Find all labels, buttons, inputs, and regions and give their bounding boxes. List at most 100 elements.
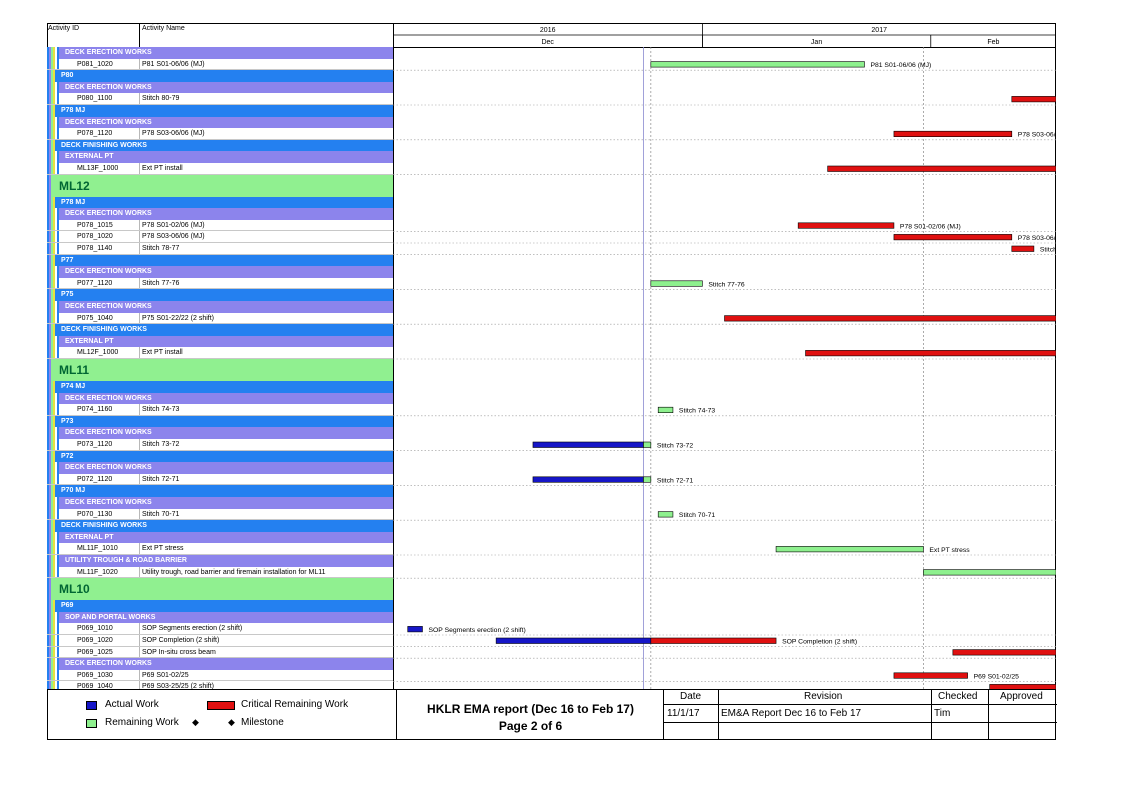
group-header[interactable]: DECK FINISHING WORKS xyxy=(47,324,393,336)
work-group-header[interactable]: DECK ERECTION WORKS xyxy=(47,116,393,129)
gantt-bar-remaining[interactable] xyxy=(650,61,865,68)
work-group-header[interactable]: DECK ERECTION WORKS xyxy=(47,497,393,509)
activity-row[interactable]: P081_1020 P81 S01-06/06 (MJ) xyxy=(47,58,393,71)
work-group-header[interactable]: EXTERNAL PT xyxy=(47,151,393,163)
outline-level-stripe xyxy=(53,600,55,612)
activity-row[interactable]: P078_1140 Stitch 78-77 xyxy=(47,243,393,255)
gantt-bar-critical[interactable] xyxy=(1011,245,1035,252)
gantt-bar-remaining[interactable] xyxy=(657,406,674,414)
work-group-header[interactable]: DECK ERECTION WORKS xyxy=(47,301,393,313)
gantt-bar-remaining[interactable] xyxy=(643,476,652,483)
gantt-bar-label: Stitch 70-71 xyxy=(679,512,715,519)
gantt-bar-remaining[interactable] xyxy=(643,441,652,448)
group-header[interactable]: DECK FINISHING WORKS xyxy=(47,139,393,152)
work-group-header[interactable]: SOP AND PORTAL WORKS xyxy=(47,611,393,624)
outline-level-stripe xyxy=(49,681,51,689)
work-group-header[interactable]: DECK ERECTION WORKS xyxy=(47,47,393,59)
gantt-bar-critical[interactable] xyxy=(893,130,1013,137)
group-header[interactable]: P78 MJ xyxy=(47,196,393,209)
outline-level-stripe xyxy=(47,312,49,324)
group-header[interactable]: P70 MJ xyxy=(47,485,393,497)
gantt-bar-actual[interactable] xyxy=(532,476,644,483)
group-header-label: DECK ERECTION WORKS xyxy=(59,462,393,474)
activity-row[interactable]: ML13F_1000 Ext PT install xyxy=(47,163,393,175)
gantt-bar-critical[interactable] xyxy=(989,684,1056,689)
outline-level-stripe xyxy=(57,81,59,94)
outline-level-stripe xyxy=(47,611,49,624)
activity-row[interactable]: ML11F_1020 Utility trough, road barrier a… xyxy=(47,566,393,579)
group-header[interactable]: DECK FINISHING WORKS xyxy=(47,520,393,532)
group-header[interactable]: P77 xyxy=(47,254,393,267)
work-group-header[interactable]: DECK ERECTION WORKS xyxy=(47,658,393,670)
activity-row[interactable]: P072_1120 Stitch 72-71 xyxy=(47,473,393,486)
work-group-header[interactable]: EXTERNAL PT xyxy=(47,335,393,348)
work-group-header[interactable]: UTILITY TROUGH & ROAD BARRIER xyxy=(47,555,393,567)
gantt-bar-remaining[interactable] xyxy=(657,511,674,518)
outline-level-stripe xyxy=(57,439,59,450)
gantt-bar-critical[interactable] xyxy=(952,649,1056,656)
gantt-bar-critical[interactable] xyxy=(827,165,1056,172)
work-group-header[interactable]: DECK ERECTION WORKS xyxy=(47,208,393,220)
activity-row[interactable]: P075_1040 P75 S01-22/22 (2 shift) xyxy=(47,312,393,325)
activity-row[interactable]: P078_1120 P78 S03-06/06 (MJ) xyxy=(47,128,393,140)
outline-level-stripe xyxy=(49,555,51,567)
activity-row[interactable]: P069_1020 SOP Completion (2 shift) xyxy=(47,635,393,647)
gantt-bar-critical[interactable] xyxy=(893,234,1013,241)
activity-row[interactable]: P078_1020 P78 S03-06/06 (MJ) xyxy=(47,231,393,243)
section-header[interactable]: ML12 xyxy=(47,174,393,197)
activity-row[interactable]: P074_1160 Stitch 74-73 xyxy=(47,404,393,416)
work-group-header[interactable]: DECK ERECTION WORKS xyxy=(47,266,393,278)
section-header[interactable]: ML10 xyxy=(47,578,393,601)
group-header[interactable]: P69 xyxy=(47,600,393,612)
activity-row[interactable]: P078_1015 P78 S01-02/06 (MJ) xyxy=(47,219,393,232)
outline-level-stripe xyxy=(55,347,57,358)
gantt-bar-critical[interactable] xyxy=(797,222,895,229)
activity-id: P070_1130 xyxy=(77,510,113,518)
gantt-bar-critical[interactable] xyxy=(724,315,1057,322)
group-header[interactable]: P75 xyxy=(47,289,393,301)
activity-row[interactable]: P069_1025 SOP In-situ cross beam xyxy=(47,646,393,659)
outline-level-stripe xyxy=(53,277,55,289)
gantt-bar-critical[interactable] xyxy=(1011,96,1056,103)
outline-level-stripe xyxy=(57,219,59,231)
outline-level-stripe xyxy=(53,450,55,463)
column-header-activity-name[interactable]: Activity Name xyxy=(142,25,185,32)
group-header[interactable]: P72 xyxy=(47,450,393,463)
work-group-header[interactable]: DECK ERECTION WORKS xyxy=(47,81,393,94)
activity-row[interactable]: P069_1040 P69 S03-25/25 (2 shift) xyxy=(47,681,393,689)
gantt-bar-actual[interactable] xyxy=(495,637,652,644)
column-header-activity-id[interactable]: Activity ID xyxy=(48,25,80,32)
gantt-bar-remaining[interactable] xyxy=(650,280,703,287)
activity-id: ML12F_1000 xyxy=(77,349,119,357)
gantt-bar-actual[interactable] xyxy=(407,626,423,633)
gantt-bar-actual[interactable] xyxy=(532,441,644,448)
activity-row[interactable]: P069_1010 SOP Segments erection (2 shift) xyxy=(47,623,393,635)
activity-row[interactable]: ML12F_1000 Ext PT install xyxy=(47,347,393,359)
group-header[interactable]: P80 xyxy=(47,70,393,82)
gantt-bar-remaining[interactable] xyxy=(923,569,1056,576)
activity-row[interactable]: P070_1130 Stitch 70-71 xyxy=(47,508,393,521)
work-group-header[interactable]: EXTERNAL PT xyxy=(47,531,393,544)
work-group-header[interactable]: DECK ERECTION WORKS xyxy=(47,392,393,405)
activity-row[interactable]: P073_1120 Stitch 73-72 xyxy=(47,439,393,451)
gantt-bar-critical[interactable] xyxy=(893,672,968,679)
outline-level-stripe xyxy=(51,81,53,94)
group-header[interactable]: P74 MJ xyxy=(47,381,393,393)
gantt-bar-critical[interactable] xyxy=(805,350,1056,357)
activity-row[interactable]: P077_1120 Stitch 77-76 xyxy=(47,277,393,290)
work-group-header[interactable]: DECK ERECTION WORKS xyxy=(47,462,393,474)
group-header[interactable]: P78 MJ xyxy=(47,105,393,117)
work-group-header[interactable]: DECK ERECTION WORKS xyxy=(47,427,393,439)
outline-level-stripe xyxy=(53,301,55,313)
gantt-bar-critical[interactable] xyxy=(650,637,777,644)
group-header-label: DECK FINISHING WORKS xyxy=(55,324,393,336)
section-header[interactable]: ML11 xyxy=(47,359,393,381)
group-header[interactable]: P73 xyxy=(47,415,393,428)
activity-row[interactable]: P069_1030 P69 S01-02/25 xyxy=(47,669,393,682)
outline-level-stripe xyxy=(49,439,51,450)
activity-row[interactable]: ML11F_1010 Ext PT stress xyxy=(47,543,393,555)
gantt-bar-remaining[interactable] xyxy=(775,546,924,553)
outline-level-stripe xyxy=(49,324,51,336)
column-separator xyxy=(139,347,140,358)
activity-row[interactable]: P080_1100 Stitch 80-79 xyxy=(47,93,393,105)
